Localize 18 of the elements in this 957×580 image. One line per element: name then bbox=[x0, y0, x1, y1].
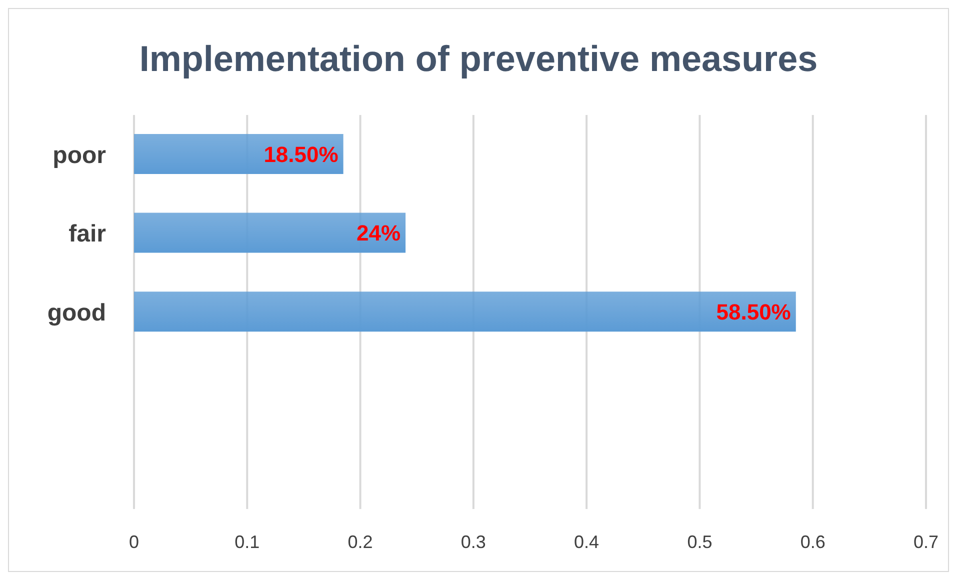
x-tick-label: 0.7 bbox=[913, 532, 939, 552]
x-tick-label: 0.6 bbox=[800, 532, 826, 552]
chart-title: Implementation of preventive measures bbox=[138, 37, 819, 81]
bar bbox=[134, 212, 406, 253]
data-label: 58.50% bbox=[716, 299, 791, 324]
x-tick-label: 0.5 bbox=[687, 532, 712, 552]
x-tick-label: 0 bbox=[128, 532, 140, 552]
y-tick-label: fair bbox=[68, 220, 106, 248]
x-tick-label: 0.3 bbox=[460, 532, 486, 552]
x-tick-label: 0.4 bbox=[574, 532, 600, 552]
data-label: 18.50% bbox=[264, 142, 338, 167]
data-label: 24% bbox=[356, 220, 401, 246]
y-tick-label: poor bbox=[52, 142, 106, 169]
y-tick-label: good bbox=[47, 300, 106, 327]
bar bbox=[134, 292, 796, 332]
bar bbox=[134, 134, 344, 174]
x-tick-label: 0.1 bbox=[234, 532, 260, 552]
x-tick-label: 0.2 bbox=[348, 532, 373, 552]
